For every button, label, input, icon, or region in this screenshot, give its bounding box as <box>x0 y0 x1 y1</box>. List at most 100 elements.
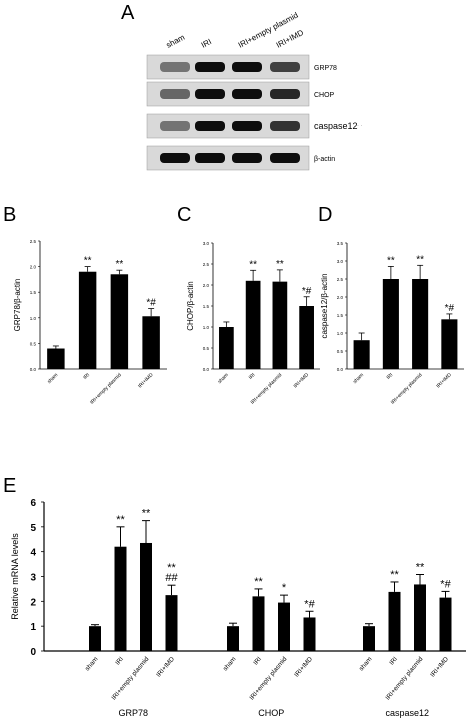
y-tick-label: 5 <box>30 523 36 534</box>
significance-label: ** <box>254 576 263 588</box>
blot-band <box>270 62 300 72</box>
blot-band <box>232 89 262 99</box>
y-tick-label: 3.0 <box>203 241 210 246</box>
x-tick-label: IRI <box>386 372 395 381</box>
bar <box>382 279 399 369</box>
y-tick-label: 1.0 <box>203 325 210 330</box>
chart-c: 0.0 0.5 1.0 1.5 2.0 2.5 3.0 CHOP/β-actin sham ** I… <box>186 241 320 406</box>
x-tick-label: IRI <box>82 372 91 381</box>
blot-band <box>160 153 190 163</box>
x-tick-label: sham <box>46 372 59 385</box>
x-tick-label: IRI+IMD <box>435 372 453 390</box>
x-tick-label: IRI+empty plasmid <box>390 372 424 406</box>
bar <box>414 584 426 651</box>
y-tick-label: 6 <box>30 498 36 509</box>
bar <box>353 340 370 369</box>
significance-label: *# <box>304 598 315 610</box>
significance-label: ** <box>167 562 176 574</box>
y-tick-label: 3.0 <box>337 259 344 264</box>
bar <box>89 626 101 651</box>
blot-band <box>270 153 300 163</box>
significance-label: * <box>282 582 287 594</box>
y-tick-label: 3.5 <box>337 241 344 246</box>
y-tick-label: 0 <box>30 647 36 658</box>
bar <box>278 602 290 651</box>
y-tick-label: 0.5 <box>337 349 344 354</box>
bar <box>441 319 458 369</box>
chart-e: 0 1 2 3 4 5 6 Relative mRNA levels sham ** IRI ** IR… <box>10 498 466 718</box>
y-tick-label: 4 <box>30 548 36 559</box>
y-tick-label: 1.5 <box>203 304 210 309</box>
significance-label: ** <box>84 256 92 267</box>
bar <box>142 316 160 369</box>
x-tick-label: sham <box>84 656 100 673</box>
blot-row-label: caspase12 <box>314 121 358 131</box>
group-label: CHOP <box>258 708 284 718</box>
significance-label: *# <box>440 578 451 590</box>
y-axis-label: caspase12/β-actin <box>320 273 329 338</box>
y-tick-label: 1.0 <box>30 316 37 321</box>
y-tick-label: 1.0 <box>337 331 344 336</box>
y-tick-label: 2.5 <box>337 277 344 282</box>
y-tick-label: 0.5 <box>203 346 210 351</box>
bar <box>140 542 152 651</box>
blot-band <box>195 62 225 72</box>
significance-label: ** <box>115 259 123 270</box>
blot-band <box>270 89 300 99</box>
bar <box>303 617 316 651</box>
y-tick-label: 1.5 <box>30 290 37 295</box>
blot-band <box>232 62 262 72</box>
x-tick-label: sham <box>358 656 374 673</box>
blot-band <box>195 121 225 131</box>
y-tick-label: 1.5 <box>337 313 344 318</box>
chart-d: 0.0 0.5 1.0 1.5 2.0 2.5 3.0 3.5 caspase12/β-acti… <box>320 241 464 406</box>
bar <box>388 591 401 651</box>
bar <box>47 348 65 369</box>
x-tick-label: IRI+IMD <box>429 656 450 679</box>
significance-label: *# <box>445 303 455 314</box>
blot-row-label: β-actin <box>314 156 335 163</box>
y-tick-label: 0.5 <box>30 341 37 346</box>
blot-band <box>160 121 190 131</box>
y-tick-label: 2.5 <box>30 239 37 244</box>
y-tick-label: 0.0 <box>203 367 210 372</box>
bar <box>78 271 97 369</box>
blot-band <box>232 153 262 163</box>
bar <box>110 274 129 369</box>
blot-stray-mark: · · <box>357 123 363 129</box>
x-tick-label: IRI+empty plasmid <box>89 372 123 406</box>
x-tick-label: IRI+IMD <box>155 656 176 679</box>
y-tick-label: 3 <box>30 573 36 584</box>
bar <box>272 281 288 369</box>
significance-label: ** <box>276 259 284 270</box>
significance-label: ** <box>390 569 399 581</box>
x-tick-label: sham <box>217 372 230 385</box>
blot-band <box>232 121 262 131</box>
significance-label: ** <box>116 514 125 526</box>
x-tick-label: IRI+IMD <box>293 656 314 679</box>
blot-row-label: GRP78 <box>314 65 337 72</box>
x-tick-label: IRI <box>248 372 257 381</box>
bar <box>363 626 375 651</box>
y-tick-label: 2.5 <box>203 262 210 267</box>
bar <box>245 280 261 369</box>
significance-label: ** <box>387 255 395 266</box>
group-label: caspase12 <box>385 708 429 718</box>
y-tick-label: 2.0 <box>30 265 37 270</box>
blot-row-label: CHOP <box>314 92 335 99</box>
western-blot-panel: sham IRI IRI+empty plasmidIRI+IMDGRP78CHOP… <box>146 11 363 171</box>
significance-label: ** <box>142 508 151 520</box>
significance-label: ** <box>249 259 257 270</box>
blot-band <box>195 89 225 99</box>
y-tick-label: 2.0 <box>203 283 210 288</box>
x-tick-label: sham <box>352 372 365 385</box>
y-tick-label: 2 <box>30 597 36 608</box>
bar <box>412 279 429 369</box>
significance-label: *# <box>302 286 312 297</box>
blot-lane-label: IRI <box>200 37 213 50</box>
x-tick-label: IRI <box>388 656 399 667</box>
bar <box>227 626 239 651</box>
y-axis-label: Relative mRNA levels <box>10 533 20 620</box>
y-axis-label: CHOP/β-actin <box>186 281 195 331</box>
chart-b: 0.0 0.5 1.0 1.5 2.0 2.5 GRP78/β-actin sham ** IRI… <box>13 239 167 406</box>
